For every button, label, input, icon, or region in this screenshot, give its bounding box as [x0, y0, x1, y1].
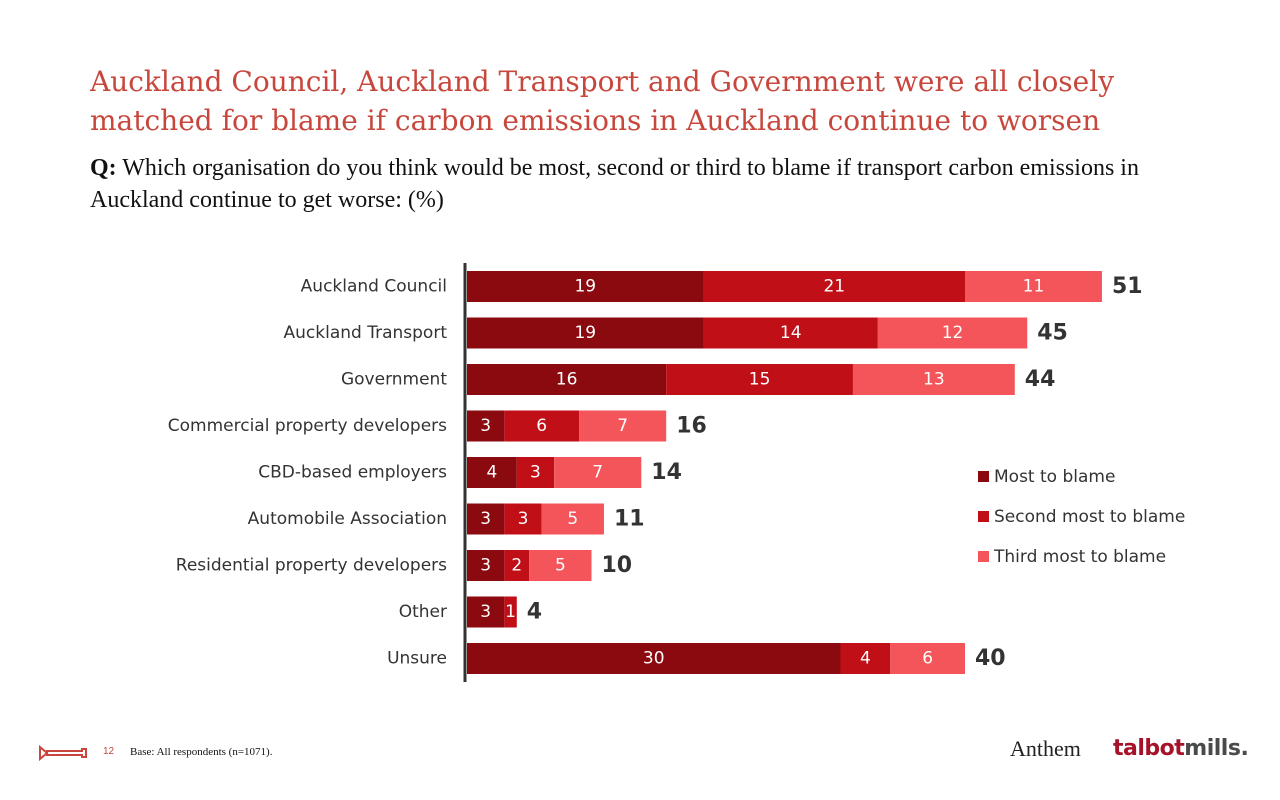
data-label: 2	[511, 556, 522, 576]
data-label: 15	[749, 370, 771, 390]
category-label: CBD-based employers	[258, 463, 447, 483]
data-label: 7	[592, 463, 603, 483]
bar-segment	[467, 364, 667, 395]
bar-segment	[703, 317, 878, 349]
total-label: 4	[527, 600, 542, 625]
bar-segment	[579, 410, 667, 442]
category-label: Unsure	[387, 649, 447, 669]
legend-label: Most to blame	[994, 467, 1115, 487]
bar-segment	[504, 596, 517, 628]
total-label: 44	[1025, 367, 1056, 392]
bar-segment	[467, 643, 841, 674]
bar-segment	[467, 503, 505, 535]
category-label: Commercial property developers	[168, 416, 447, 436]
total-label: 45	[1037, 321, 1068, 346]
legend-label: Third most to blame	[993, 547, 1166, 567]
talbot-logo-part: talbot	[1113, 736, 1185, 761]
bar-segment	[467, 596, 505, 628]
question-text: Which organisation do you think would be…	[90, 155, 1139, 213]
data-label: 19	[574, 323, 596, 343]
total-label: 11	[614, 507, 645, 532]
category-label: Other	[399, 602, 447, 622]
bar-segment	[666, 364, 853, 395]
data-label: 3	[480, 509, 491, 529]
data-label: 11	[1023, 277, 1045, 297]
bar-segment	[504, 410, 580, 442]
data-label: 3	[530, 463, 541, 483]
data-label: 3	[480, 556, 491, 576]
data-label: 3	[480, 416, 491, 436]
bar-segment	[467, 271, 704, 302]
category-label: Auckland Council	[301, 277, 447, 297]
data-label: 5	[567, 509, 578, 529]
bar-segment	[504, 550, 530, 581]
bar-segment	[703, 271, 965, 302]
data-label: 6	[922, 649, 933, 669]
data-label: 30	[643, 649, 665, 669]
trumpet-icon	[39, 744, 87, 762]
bar-segment	[467, 410, 505, 442]
mills-logo-part: mills.	[1184, 736, 1249, 761]
total-label: 10	[602, 553, 633, 578]
total-label: 16	[676, 414, 707, 439]
bar-segment	[554, 457, 642, 488]
bar-segment	[965, 271, 1102, 302]
data-label: 13	[923, 370, 945, 390]
bar-segment	[516, 457, 555, 488]
page-title: Auckland Council, Auckland Transport and…	[90, 65, 1115, 137]
data-label: 16	[556, 370, 578, 390]
total-label: 14	[651, 460, 682, 485]
total-label: 40	[975, 646, 1006, 671]
bar-segment	[877, 317, 1028, 349]
talbot-mills-logo: talbotmills.	[1113, 736, 1249, 761]
bar-segment	[467, 317, 704, 349]
base-note: Base: All respondents (n=1071).	[130, 746, 273, 758]
data-label: 19	[574, 277, 596, 297]
category-label: Residential property developers	[176, 556, 447, 576]
bar-segment	[467, 457, 517, 488]
question-label: Q:	[90, 155, 117, 181]
data-label: 3	[518, 509, 529, 529]
data-label: 4	[860, 649, 871, 669]
data-label: 12	[942, 323, 964, 343]
data-label: 1	[505, 602, 516, 622]
data-label: 3	[480, 602, 491, 622]
survey-question: Q: Which organisation do you think would…	[90, 152, 1210, 216]
category-label: Government	[341, 370, 447, 390]
category-label: Automobile Association	[248, 509, 447, 529]
data-label: 7	[617, 416, 628, 436]
bar-segment	[467, 550, 505, 581]
anthem-logo: Anthem	[1010, 736, 1081, 761]
legend-swatch	[978, 551, 989, 562]
legend-swatch	[978, 471, 989, 482]
legend-label: Second most to blame	[994, 507, 1185, 527]
data-label: 14	[780, 323, 802, 343]
bar-segment	[541, 503, 604, 535]
bar-segment	[840, 643, 891, 674]
data-label: 6	[536, 416, 547, 436]
bar-segment	[852, 364, 1015, 395]
data-label: 5	[555, 556, 566, 576]
legend-swatch	[978, 511, 989, 522]
bar-segment	[529, 550, 592, 581]
data-label: 21	[823, 277, 845, 297]
bar-segment	[890, 643, 965, 674]
category-label: Auckland Transport	[284, 323, 448, 343]
total-label: 51	[1112, 274, 1143, 299]
data-label: 4	[486, 463, 497, 483]
page-number: 12	[103, 746, 115, 757]
bar-segment	[504, 503, 542, 535]
